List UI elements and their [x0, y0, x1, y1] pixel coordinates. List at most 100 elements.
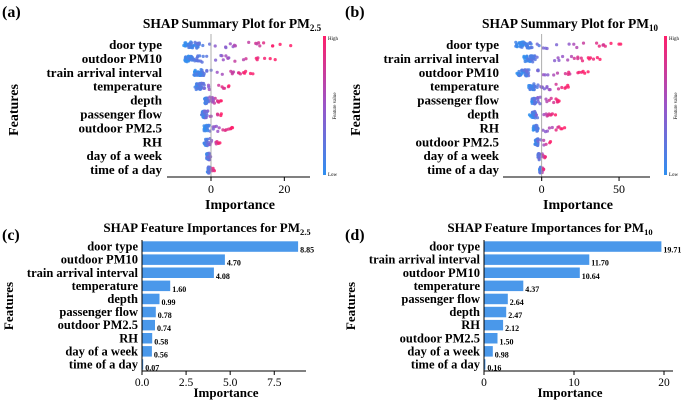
b-dot-0-16	[609, 41, 613, 46]
b-dot-6-25	[547, 126, 552, 130]
a-dot-0-56	[289, 44, 293, 48]
b-dot-4-38	[536, 96, 540, 100]
a-dot-2-32	[251, 72, 255, 76]
a-dot-9-22	[207, 167, 211, 171]
b-dot-0-54	[595, 41, 599, 45]
c-bar-9	[142, 359, 144, 370]
a-ylabel-1: outdoor PM10	[82, 51, 162, 66]
a-dot-4-9	[219, 99, 223, 103]
a-dot-9-21	[206, 165, 211, 169]
a-dot-0-13	[208, 42, 212, 46]
a-dot-1-52	[184, 55, 188, 59]
b-xtick-label-0: 0	[539, 182, 545, 196]
a-dot-3-38	[206, 83, 211, 87]
a-dot-9-20	[211, 168, 216, 172]
a-dot-3-43	[195, 86, 199, 90]
a-dot-2-39	[230, 71, 234, 75]
chart-b-ylabel: Features	[349, 84, 364, 136]
b-dot-1-14	[566, 58, 570, 62]
b-dot-1-1	[569, 54, 574, 59]
b-dot-5-13	[533, 116, 537, 120]
chart-c-bars	[142, 241, 299, 370]
c-xtick-label-2: 5.0	[223, 377, 238, 389]
a-dot-6-31	[211, 127, 215, 131]
b-dot-1-35	[576, 57, 580, 61]
d-bar-7	[484, 333, 498, 344]
b-dot-4-22	[545, 100, 549, 104]
chart-b-colorbar-low: Low	[669, 173, 679, 178]
c-ylabel-5: passenger flow	[59, 305, 138, 319]
c-bar-8	[142, 346, 152, 357]
c-bar-7	[142, 333, 153, 344]
b-dot-0-7	[544, 46, 548, 50]
b-dot-0-59	[518, 41, 522, 45]
b-dot-3-45	[564, 85, 568, 89]
b-dot-0-14	[567, 42, 571, 46]
b-dot-0-51	[572, 42, 576, 46]
a-ylabel-8: day of a week	[87, 148, 163, 163]
b-dot-2-50	[525, 69, 529, 73]
a-dot-1-49	[233, 59, 237, 63]
a-ylabel-3: temperature	[93, 79, 162, 94]
a-dot-2-50	[201, 73, 205, 77]
a-dot-3-1	[202, 86, 206, 90]
c-ylabel-2: train arrival interval	[27, 266, 139, 280]
a-dot-2-48	[198, 73, 202, 77]
a-ylabel-5: passenger flow	[80, 106, 162, 121]
chart-d-xlabel: Importance	[538, 385, 603, 400]
b-dot-1-7	[556, 56, 560, 60]
b-dot-7-27	[536, 143, 540, 148]
chart-b-xlabel: Importance	[543, 198, 613, 213]
b-ylabel-7: outdoor PM2.5	[415, 134, 499, 149]
a-dot-0-51	[187, 45, 191, 50]
a-dot-0-32	[233, 44, 237, 48]
b-xtick-label-1: 50	[613, 182, 625, 196]
chart-d-ylabel: Features	[343, 282, 358, 330]
chart-b-xticks: 0 50	[539, 177, 625, 196]
chart-a-ylabel: Features	[7, 84, 22, 136]
c-bar-6	[142, 319, 155, 331]
a-dot-3-4	[207, 87, 211, 92]
b-dot-2-39	[567, 70, 571, 74]
chart-b-title: SHAP Summary Plot for PM10	[482, 16, 658, 33]
b-dot-9-23	[538, 171, 542, 175]
d-bar-1	[484, 254, 590, 265]
a-dot-1-26	[273, 58, 277, 62]
d-xtick-label-1: 10	[568, 377, 580, 389]
a-dot-0-41	[258, 44, 262, 48]
c-xtick-label-0: 0.0	[135, 377, 150, 389]
d-ylabel-4: passenger flow	[401, 292, 480, 306]
b-dot-7-31	[534, 142, 538, 146]
b-dot-4-23	[549, 96, 553, 100]
chart-a-colorbar-high: High	[328, 37, 339, 42]
a-dot-1-53	[183, 58, 187, 62]
b-dot-0-1	[575, 45, 579, 50]
a-dot-3-44	[217, 83, 221, 87]
a-dot-0-37	[195, 45, 199, 49]
b-dot-4-36	[538, 95, 542, 99]
b-dot-7-30	[536, 139, 540, 143]
b-dot-8-27	[537, 157, 541, 161]
b-dot-3-47	[529, 84, 533, 88]
b-dot-1-41	[535, 55, 539, 59]
b-dot-5-33	[547, 112, 551, 116]
b-dot-2-16	[552, 73, 556, 77]
b-dot-3-21	[548, 88, 552, 92]
b-dot-1-23	[561, 54, 565, 59]
b-dot-5-23	[544, 112, 548, 116]
a-dot-0-53	[188, 42, 192, 46]
c-bar-4	[142, 293, 160, 305]
chart-a-colorbar-low: Low	[328, 173, 338, 178]
chart-c-ylabel: Features	[1, 282, 16, 330]
d-value-label-3: 4.37	[525, 285, 539, 294]
c-value-label-9: 0.07	[145, 363, 159, 372]
a-ylabel-0: door type	[109, 37, 162, 52]
a-xtick-label-0: 0	[208, 182, 214, 196]
chart-a-dots	[182, 40, 293, 175]
a-dot-4-37	[204, 96, 208, 100]
b-dot-4-27	[552, 100, 556, 105]
a-dot-2-25	[205, 69, 209, 73]
b-dot-2-49	[524, 73, 528, 77]
